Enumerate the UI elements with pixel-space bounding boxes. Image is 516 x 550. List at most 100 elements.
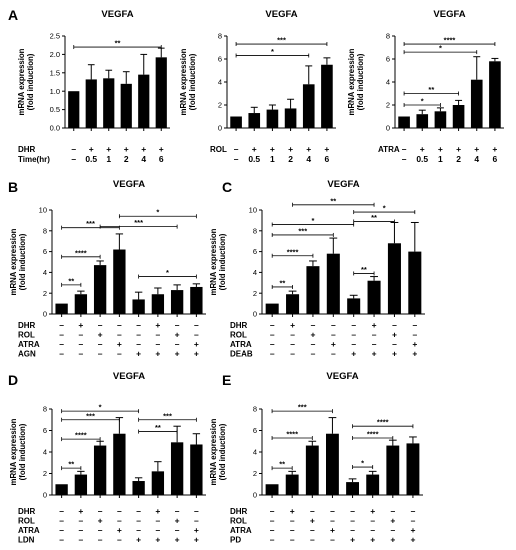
- bar: [386, 445, 400, 495]
- bar: [170, 442, 184, 495]
- significance-label: ***: [298, 403, 307, 412]
- y-tick-label: 8: [43, 226, 47, 235]
- bar: [387, 243, 401, 314]
- row-cell: +: [98, 330, 103, 340]
- panel-label: D: [8, 372, 18, 388]
- row-cell: –: [412, 330, 417, 340]
- row-cell: +: [124, 144, 129, 154]
- row-cell: +: [159, 144, 164, 154]
- row-cell: +: [117, 525, 122, 535]
- chart-title: VEGFA: [327, 179, 359, 190]
- significance-label: *: [166, 268, 169, 277]
- y-axis-label: (fold induction): [188, 53, 197, 110]
- row-cell: –: [117, 506, 122, 516]
- significance-label: *: [421, 97, 424, 106]
- bar: [284, 108, 297, 128]
- bar: [265, 484, 279, 495]
- bar: [155, 57, 167, 128]
- y-axis-label: mRNA expression: [347, 48, 356, 115]
- significance-label: ****: [444, 36, 456, 45]
- panel-label: B: [8, 179, 18, 195]
- row-cell: +: [474, 144, 479, 154]
- row-label: ROL: [230, 517, 247, 526]
- row-cell: –: [71, 154, 76, 164]
- row-cell: +: [155, 349, 160, 359]
- row-cell: +: [412, 349, 417, 359]
- chart-title: VEGFA: [265, 9, 297, 20]
- bar: [489, 61, 501, 128]
- row-cell: –: [156, 525, 161, 535]
- significance-label: ****: [75, 248, 87, 257]
- row-cell: +: [89, 144, 94, 154]
- row-label: ATRA: [230, 526, 252, 535]
- row-cell: –: [79, 349, 84, 359]
- y-axis-label: mRNA expression: [179, 48, 188, 115]
- row-cell: +: [372, 320, 377, 330]
- significance-label: **: [68, 276, 74, 285]
- bar: [68, 91, 80, 128]
- row-cell: –: [59, 320, 64, 330]
- y-tick-label: 0: [43, 491, 47, 500]
- row-cell: –: [136, 516, 141, 526]
- row-label: ATRA: [18, 526, 40, 535]
- row-cell: –: [330, 535, 335, 545]
- row-cell: –: [402, 144, 407, 154]
- row-cell: –: [59, 516, 64, 526]
- y-tick-label: 8: [253, 226, 257, 235]
- row-cell: –: [331, 349, 336, 359]
- bar: [470, 79, 483, 128]
- bar: [190, 444, 203, 495]
- bar: [74, 294, 88, 314]
- row-cell: –: [270, 320, 275, 330]
- significance-label: ***: [163, 411, 172, 420]
- row-label: ATRA: [230, 340, 252, 349]
- row-cell: –: [59, 330, 64, 340]
- y-tick-label: 4: [253, 448, 257, 457]
- row-cell: 4: [474, 154, 479, 164]
- bar: [366, 474, 380, 495]
- bar: [408, 251, 422, 314]
- bar: [113, 249, 126, 314]
- bar: [302, 84, 315, 128]
- row-cell: –: [79, 525, 84, 535]
- row-cell: +: [106, 144, 111, 154]
- row-cell: –: [270, 525, 275, 535]
- significance-label: *: [311, 216, 314, 225]
- significance-label: **: [371, 213, 377, 222]
- chart-title: VEGFA: [113, 371, 145, 382]
- bar: [248, 113, 261, 128]
- y-axis-label: mRNA expression: [209, 228, 218, 295]
- row-label: Time(hr): [18, 155, 50, 164]
- row-cell: –: [175, 525, 180, 535]
- significance-label: *: [383, 204, 386, 213]
- row-cell: –: [331, 320, 336, 330]
- row-cell: –: [392, 339, 397, 349]
- bar: [265, 303, 279, 314]
- significance-label: *: [99, 403, 102, 412]
- row-cell: +: [412, 339, 417, 349]
- row-cell: –: [310, 535, 315, 545]
- row-cell: –: [117, 320, 122, 330]
- row-cell: –: [350, 516, 355, 526]
- row-cell: +: [370, 506, 375, 516]
- row-cell: –: [370, 525, 375, 535]
- row-cell: +: [438, 144, 443, 154]
- panel-label: A: [8, 7, 18, 23]
- y-axis-label: mRNA expression: [9, 228, 18, 295]
- y-tick-label: 2: [43, 469, 47, 478]
- row-cell: +: [392, 349, 397, 359]
- row-cell: +: [155, 320, 160, 330]
- row-cell: –: [79, 535, 84, 545]
- row-cell: –: [290, 516, 295, 526]
- row-cell: +: [310, 330, 315, 340]
- row-cell: 1: [106, 154, 111, 164]
- row-cell: –: [330, 516, 335, 526]
- row-cell: +: [288, 144, 293, 154]
- significance-label: **: [155, 423, 161, 432]
- row-cell: –: [98, 535, 103, 545]
- bar: [170, 290, 184, 314]
- bar: [120, 83, 132, 128]
- y-tick-label: 2: [43, 289, 47, 298]
- row-cell: +: [175, 535, 180, 545]
- bar: [138, 74, 150, 128]
